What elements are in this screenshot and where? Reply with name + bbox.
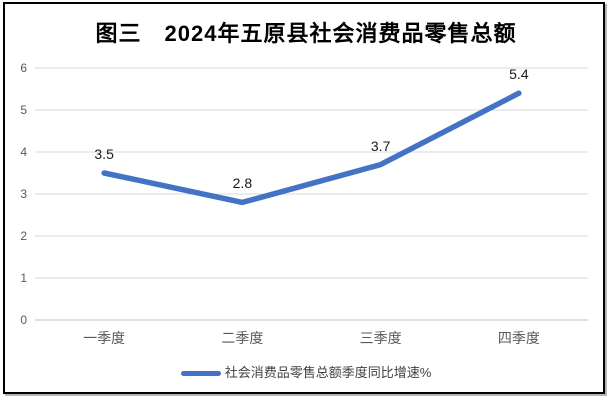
- x-axis-category-label: 一季度: [83, 330, 126, 346]
- x-axis-category-label: 二季度: [221, 330, 264, 346]
- legend-series-label: 社会消费品零售总额季度同比增速%: [224, 365, 432, 380]
- y-axis-tick-label: 5: [20, 103, 27, 117]
- y-axis-tick-label: 4: [20, 145, 27, 159]
- data-point-label: 5.4: [509, 66, 529, 83]
- data-point-label: 2.8: [232, 175, 253, 192]
- y-axis-tick-label: 0: [20, 313, 27, 327]
- y-axis-tick-label: 2: [20, 229, 27, 243]
- x-axis-category-label: 三季度: [359, 330, 402, 346]
- chart-title: 图三 2024年五原县社会消费品零售总额: [95, 21, 517, 46]
- y-axis-tick-label: 6: [20, 61, 27, 75]
- legend-line-swatch: [180, 370, 221, 376]
- y-axis-tick-label: 1: [20, 271, 27, 285]
- series-line: [101, 90, 522, 206]
- data-point-label: 3.7: [370, 137, 391, 154]
- chart-border-frame: [3, 2, 605, 394]
- data-point-label: 3.5: [94, 146, 114, 162]
- x-axis-category-label: 四季度: [497, 330, 540, 346]
- y-axis-tick-label: 3: [20, 187, 27, 201]
- legend: 社会消费品零售总额季度同比增速%: [0, 365, 612, 381]
